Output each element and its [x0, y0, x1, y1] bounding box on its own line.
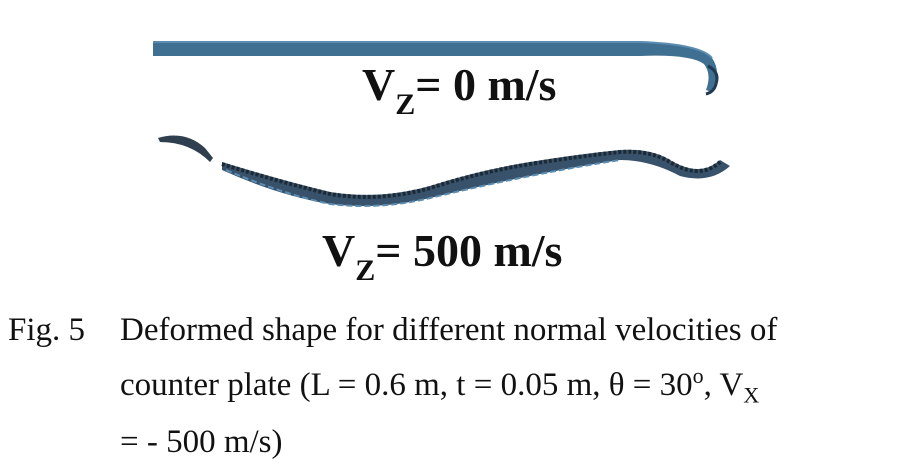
- plate-vz-0: [153, 41, 719, 96]
- deformed-shape-figure: [153, 41, 730, 207]
- label-var: V: [362, 59, 396, 110]
- label-sub: Z: [395, 88, 416, 121]
- caption-line-2-a: counter plate (L = 0.6 m, t = 0.05 m, θ …: [120, 367, 693, 403]
- caption-line-3: = - 500 m/s): [120, 423, 283, 460]
- caption-line-2-b: , V: [703, 367, 744, 403]
- velocity-label-500: VZ= 500 m/s: [322, 225, 563, 286]
- figure-number: Fig. 5: [8, 312, 86, 348]
- label-sub: Z: [355, 254, 376, 287]
- velocity-label-zero: VZ= 0 m/s: [362, 59, 557, 120]
- label-rest: = 0 m/s: [415, 59, 557, 110]
- caption-line-2-sub: X: [743, 382, 760, 408]
- label-var: V: [322, 225, 356, 276]
- caption-line-2: counter plate (L = 0.6 m, t = 0.05 m, θ …: [120, 353, 892, 419]
- label-rest: = 500 m/s: [375, 225, 563, 276]
- caption-text: Deformed shape for different normal velo…: [120, 307, 892, 465]
- caption-line-2-sup: o: [692, 363, 704, 388]
- plate-vz-500: [158, 135, 730, 207]
- caption-line-1: Deformed shape for different normal velo…: [120, 312, 778, 348]
